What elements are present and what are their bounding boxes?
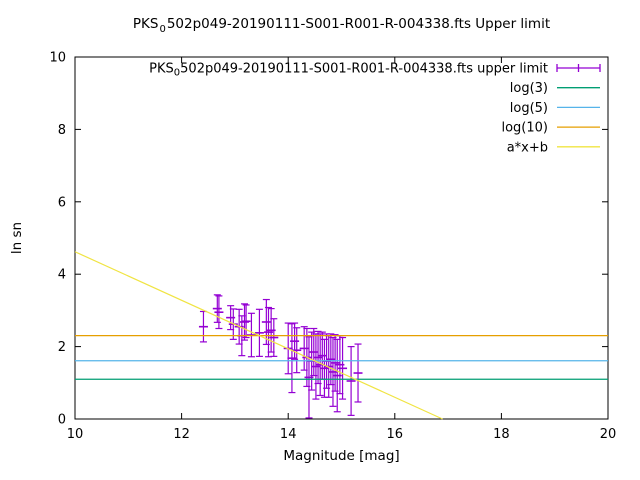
legend-entry: PKS0502p049-20190111-S001-R001-R-004338.… — [149, 62, 601, 79]
fit-line — [74, 251, 443, 420]
legend-entry: log(3) — [510, 81, 600, 96]
legend: PKS0502p049-20190111-S001-R001-R-004338.… — [149, 62, 601, 155]
legend-entry: log(5) — [510, 101, 600, 116]
legend-entry: log(10) — [501, 121, 600, 136]
errorbar-point — [269, 318, 279, 357]
x-tick-label: 14 — [280, 427, 297, 442]
errorbar-point — [254, 308, 264, 357]
chart-title: PKS0502p049-20190111-S001-R001-R-004338.… — [75, 16, 608, 35]
x-tick-label: 12 — [173, 427, 190, 442]
errorbar-point — [319, 338, 329, 398]
errorbar-point — [346, 346, 356, 416]
chart-title-subscript: 0 — [159, 23, 166, 35]
errorbar-point — [246, 312, 256, 358]
y-tick-label: 0 — [58, 413, 66, 428]
errorbar-point — [198, 310, 208, 343]
errorbar-point — [326, 333, 336, 386]
plot-border — [74, 56, 609, 420]
errorbar-point — [338, 336, 348, 400]
y-tick-label: 10 — [49, 51, 66, 66]
x-tick-label: 18 — [493, 427, 510, 442]
legend-label: log(3) — [510, 81, 548, 96]
y-tick-label: 2 — [58, 340, 66, 355]
x-tick-label: 20 — [600, 427, 617, 442]
legend-label: PKS0502p049-20190111-S001-R001-R-004338.… — [149, 62, 548, 79]
x-tick-label: 10 — [67, 427, 84, 442]
errorbar-point — [353, 343, 363, 403]
legend-label: log(10) — [501, 121, 548, 136]
errorbar-point — [328, 336, 338, 407]
y-tick-label: 6 — [58, 195, 66, 210]
errorbar-series — [198, 294, 363, 419]
errorbar-point — [241, 304, 251, 339]
legend-label-sub: 0 — [174, 68, 180, 79]
errorbar-point — [214, 295, 224, 330]
legend-label: log(5) — [510, 101, 548, 116]
chart-title-rest: 502p049-20190111-S001-R001-R-004338.fts … — [166, 16, 551, 32]
errorbar-point — [313, 330, 323, 385]
chart-title-prefix: PKS — [132, 16, 159, 32]
errorbar-point — [212, 294, 222, 323]
y-tick-label: 8 — [58, 123, 66, 138]
legend-entry: a*x+b — [507, 140, 600, 155]
errorbar-point — [311, 333, 321, 400]
legend-label-prefix: PKS — [149, 62, 174, 77]
legend-label: a*x+b — [507, 140, 548, 155]
x-tick-label: 16 — [387, 427, 404, 442]
errorbar-point — [292, 327, 302, 374]
legend-label-rest: 502p049-20190111-S001-R001-R-004338.fts … — [180, 62, 548, 77]
y-tick-label: 4 — [58, 268, 66, 283]
errorbar-point — [330, 334, 340, 392]
x-axis-label: Magnitude [mag] — [283, 448, 400, 464]
